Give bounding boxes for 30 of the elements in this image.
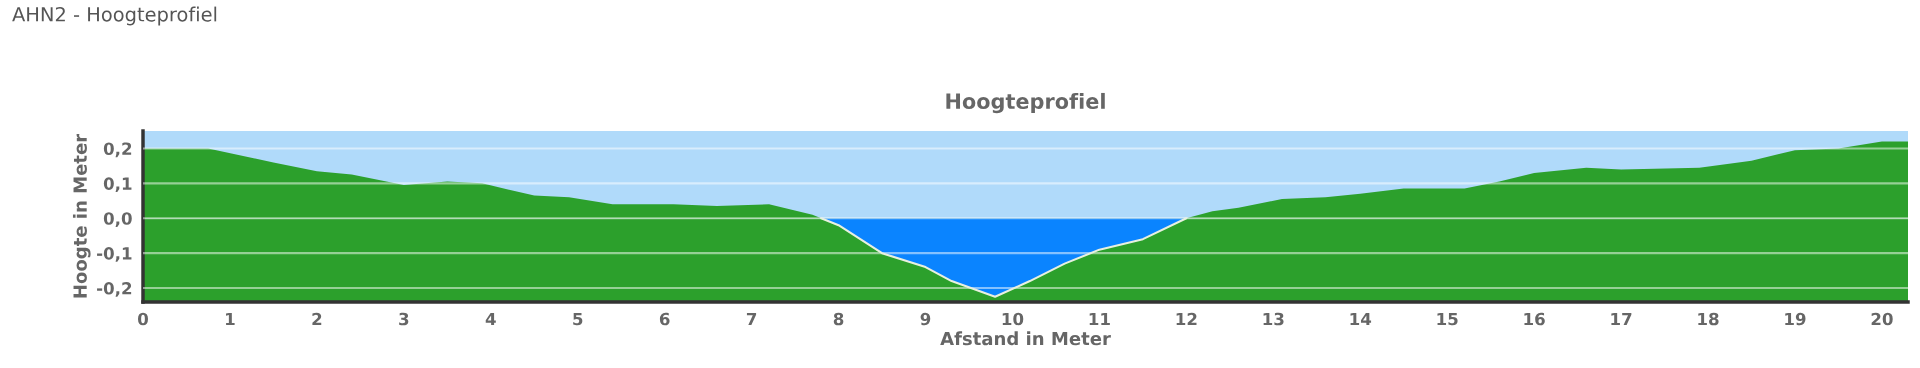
x-tick-label: 12 (1176, 312, 1197, 326)
y-tick-label: 0,1 (103, 177, 132, 193)
x-tick-label: 5 (573, 312, 583, 326)
x-tick-label: 15 (1437, 312, 1458, 326)
x-tick-label: 20 (1871, 312, 1893, 326)
x-tick-label: 14 (1350, 312, 1372, 326)
y-axis-title: Hoogte in Meter (72, 133, 91, 298)
x-tick-label: 10 (1002, 312, 1024, 326)
x-tick-label: 4 (485, 312, 496, 326)
x-tick-label: 16 (1524, 312, 1545, 326)
x-tick-label: 0 (138, 312, 148, 326)
x-tick-label: 18 (1698, 312, 1719, 326)
x-axis-title: Afstand in Meter (940, 331, 1111, 346)
y-tick-label: 0,2 (103, 142, 132, 158)
x-tick-label: 19 (1785, 312, 1806, 326)
x-tick-label: 3 (399, 312, 409, 326)
x-tick-label: 13 (1263, 312, 1284, 326)
chart-title: Hoogteprofiel (946, 92, 1105, 114)
x-tick-label: 6 (659, 312, 670, 326)
x-tick-label: 11 (1089, 312, 1110, 326)
x-tick-label: 1 (226, 312, 235, 326)
y-tick-label: 0,0 (103, 212, 132, 227)
y-tick-label: -0,1 (97, 247, 132, 262)
x-tick-label: 17 (1611, 312, 1632, 326)
y-tick-label: -0,2 (97, 282, 132, 297)
x-tick-label: 2 (312, 312, 322, 326)
x-tick-label: 7 (746, 312, 757, 326)
x-tick-label: 8 (833, 312, 844, 326)
text: AHN2 - Hoogteprofiel (12, 6, 217, 26)
x-tick-label: 9 (920, 312, 931, 326)
